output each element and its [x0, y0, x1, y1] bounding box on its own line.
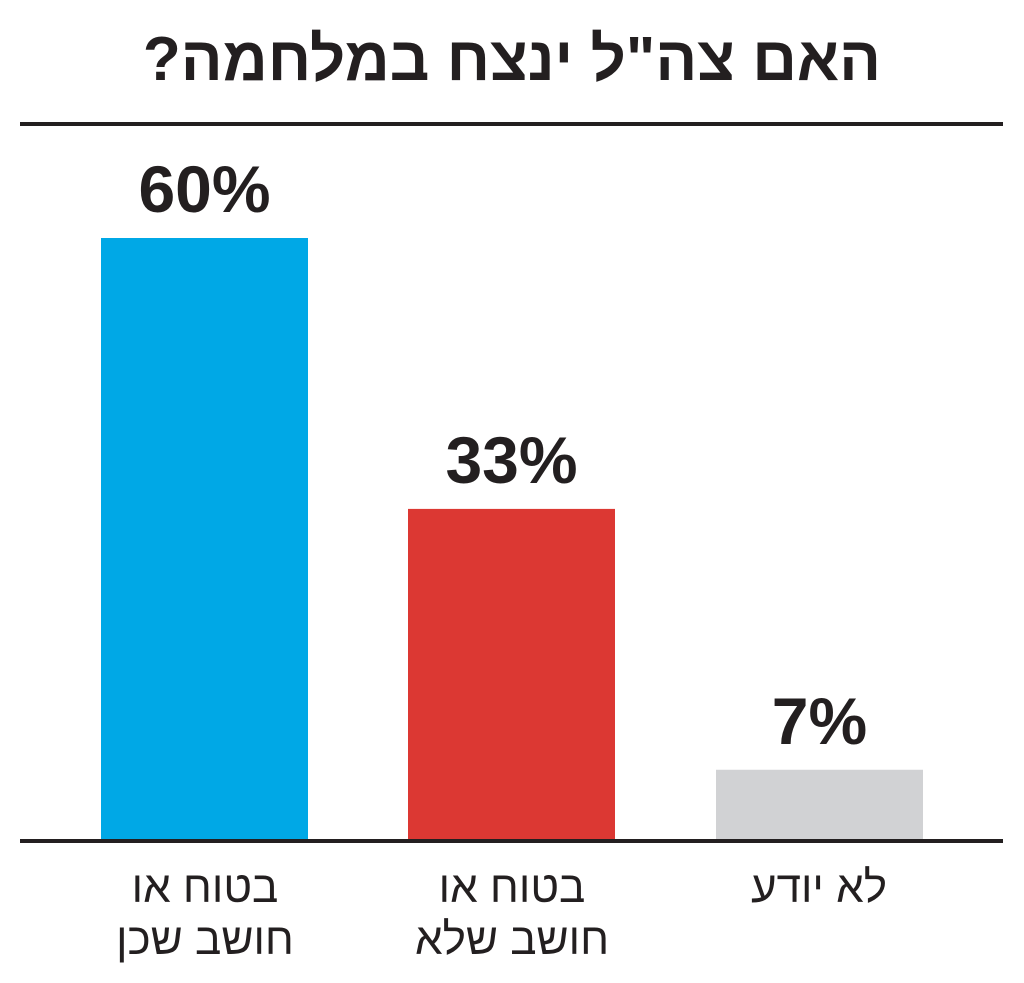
chart-title: האם צה"ל ינצח במלחמה? — [142, 25, 882, 94]
baseline-axis — [20, 839, 1003, 843]
bar — [101, 238, 308, 840]
value-label: 33% — [445, 423, 577, 497]
category-label-line: חושב שכן — [116, 915, 294, 964]
bar — [408, 508, 615, 840]
top-divider — [20, 122, 1003, 126]
value-label: 60% — [138, 152, 270, 226]
category-label-line: חושב שלא — [414, 915, 610, 964]
category-label-line: לא יודע — [750, 863, 888, 912]
category-label: לא יודע — [689, 862, 949, 914]
category-label-line: בטוח או — [438, 863, 586, 912]
category-label-line: בטוח או — [131, 863, 279, 912]
value-label: 7% — [772, 684, 867, 758]
category-label: בטוח או חושב שכן — [75, 862, 335, 966]
category-label: בטוח או חושב שלא — [382, 862, 642, 966]
bar — [716, 769, 923, 840]
